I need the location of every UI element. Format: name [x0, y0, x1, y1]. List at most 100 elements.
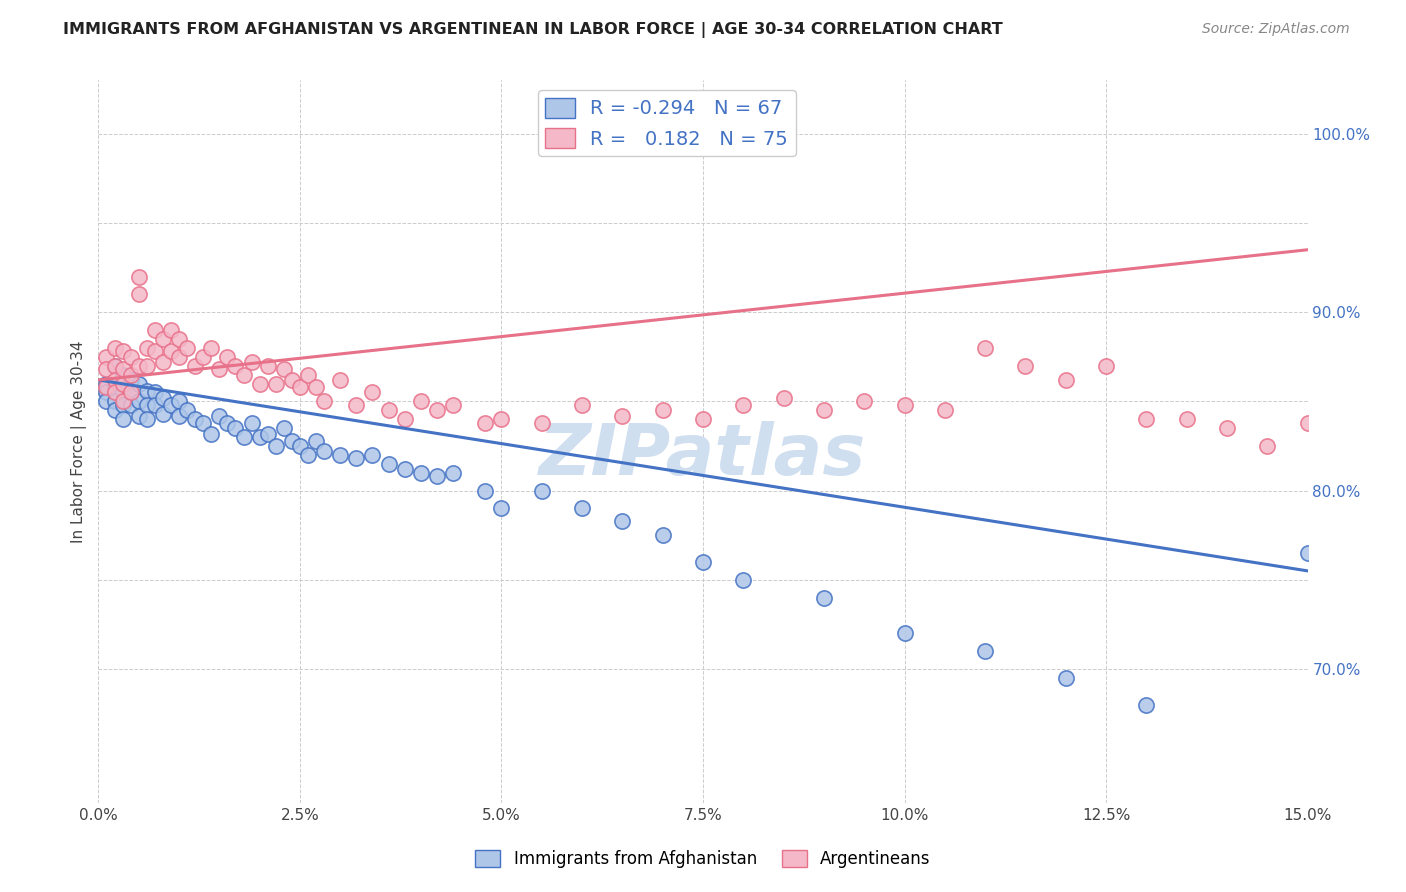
Point — [344, 451, 367, 466]
Point — [264, 376, 287, 391]
Point — [530, 483, 553, 498]
Point — [612, 514, 634, 528]
Point — [128, 359, 150, 373]
Point — [305, 434, 328, 448]
Point — [344, 398, 367, 412]
Point — [692, 412, 714, 426]
Point — [135, 359, 157, 373]
Point — [200, 341, 222, 355]
Point — [273, 421, 295, 435]
Point — [143, 344, 166, 359]
Point — [934, 403, 956, 417]
Point — [96, 350, 118, 364]
Point — [1054, 373, 1077, 387]
Point — [240, 355, 263, 369]
Point — [167, 332, 190, 346]
Legend: R = -0.294   N = 67, R =   0.182   N = 75: R = -0.294 N = 67, R = 0.182 N = 75 — [537, 90, 796, 156]
Point — [441, 466, 464, 480]
Point — [152, 391, 174, 405]
Point — [160, 323, 183, 337]
Point — [853, 394, 876, 409]
Point — [249, 430, 271, 444]
Point — [1135, 412, 1157, 426]
Point — [128, 376, 150, 391]
Point — [96, 385, 118, 400]
Point — [224, 359, 246, 373]
Point — [111, 412, 134, 426]
Point — [167, 350, 190, 364]
Point — [361, 448, 384, 462]
Point — [273, 362, 295, 376]
Point — [160, 398, 183, 412]
Point — [1135, 698, 1157, 712]
Point — [813, 403, 835, 417]
Point — [143, 385, 166, 400]
Point — [772, 391, 794, 405]
Point — [1054, 671, 1077, 685]
Point — [193, 350, 215, 364]
Point — [120, 398, 142, 412]
Point — [111, 344, 134, 359]
Point — [143, 323, 166, 337]
Point — [120, 385, 142, 400]
Point — [103, 403, 125, 417]
Point — [208, 409, 231, 423]
Point — [281, 434, 304, 448]
Point — [224, 421, 246, 435]
Point — [1014, 359, 1036, 373]
Point — [184, 359, 207, 373]
Point — [208, 362, 231, 376]
Point — [974, 644, 997, 658]
Point — [409, 466, 432, 480]
Point — [96, 362, 118, 376]
Point — [143, 398, 166, 412]
Point — [426, 403, 449, 417]
Point — [120, 350, 142, 364]
Legend: Immigrants from Afghanistan, Argentineans: Immigrants from Afghanistan, Argentinean… — [468, 843, 938, 875]
Point — [571, 501, 593, 516]
Point — [651, 403, 673, 417]
Point — [135, 384, 157, 398]
Point — [394, 462, 416, 476]
Point — [441, 398, 464, 412]
Point — [120, 368, 142, 382]
Point — [426, 469, 449, 483]
Point — [297, 368, 319, 382]
Point — [128, 287, 150, 301]
Y-axis label: In Labor Force | Age 30-34: In Labor Force | Age 30-34 — [72, 340, 87, 543]
Point — [264, 439, 287, 453]
Point — [232, 368, 254, 382]
Point — [120, 373, 142, 387]
Point — [305, 380, 328, 394]
Point — [135, 341, 157, 355]
Point — [103, 380, 125, 394]
Point — [612, 409, 634, 423]
Point — [167, 409, 190, 423]
Point — [893, 626, 915, 640]
Text: IMMIGRANTS FROM AFGHANISTAN VS ARGENTINEAN IN LABOR FORCE | AGE 30-34 CORRELATIO: IMMIGRANTS FROM AFGHANISTAN VS ARGENTINE… — [63, 22, 1002, 38]
Point — [152, 355, 174, 369]
Point — [176, 341, 198, 355]
Point — [232, 430, 254, 444]
Point — [96, 394, 118, 409]
Point — [394, 412, 416, 426]
Point — [1296, 416, 1319, 430]
Point — [288, 380, 311, 394]
Point — [297, 448, 319, 462]
Point — [1175, 412, 1198, 426]
Point — [217, 350, 239, 364]
Point — [193, 416, 215, 430]
Point — [111, 376, 134, 391]
Point — [103, 359, 125, 373]
Point — [176, 403, 198, 417]
Point — [651, 528, 673, 542]
Point — [128, 409, 150, 423]
Point — [314, 444, 336, 458]
Point — [135, 398, 157, 412]
Point — [530, 416, 553, 430]
Point — [184, 412, 207, 426]
Point — [128, 269, 150, 284]
Point — [491, 501, 513, 516]
Point — [103, 385, 125, 400]
Point — [377, 403, 399, 417]
